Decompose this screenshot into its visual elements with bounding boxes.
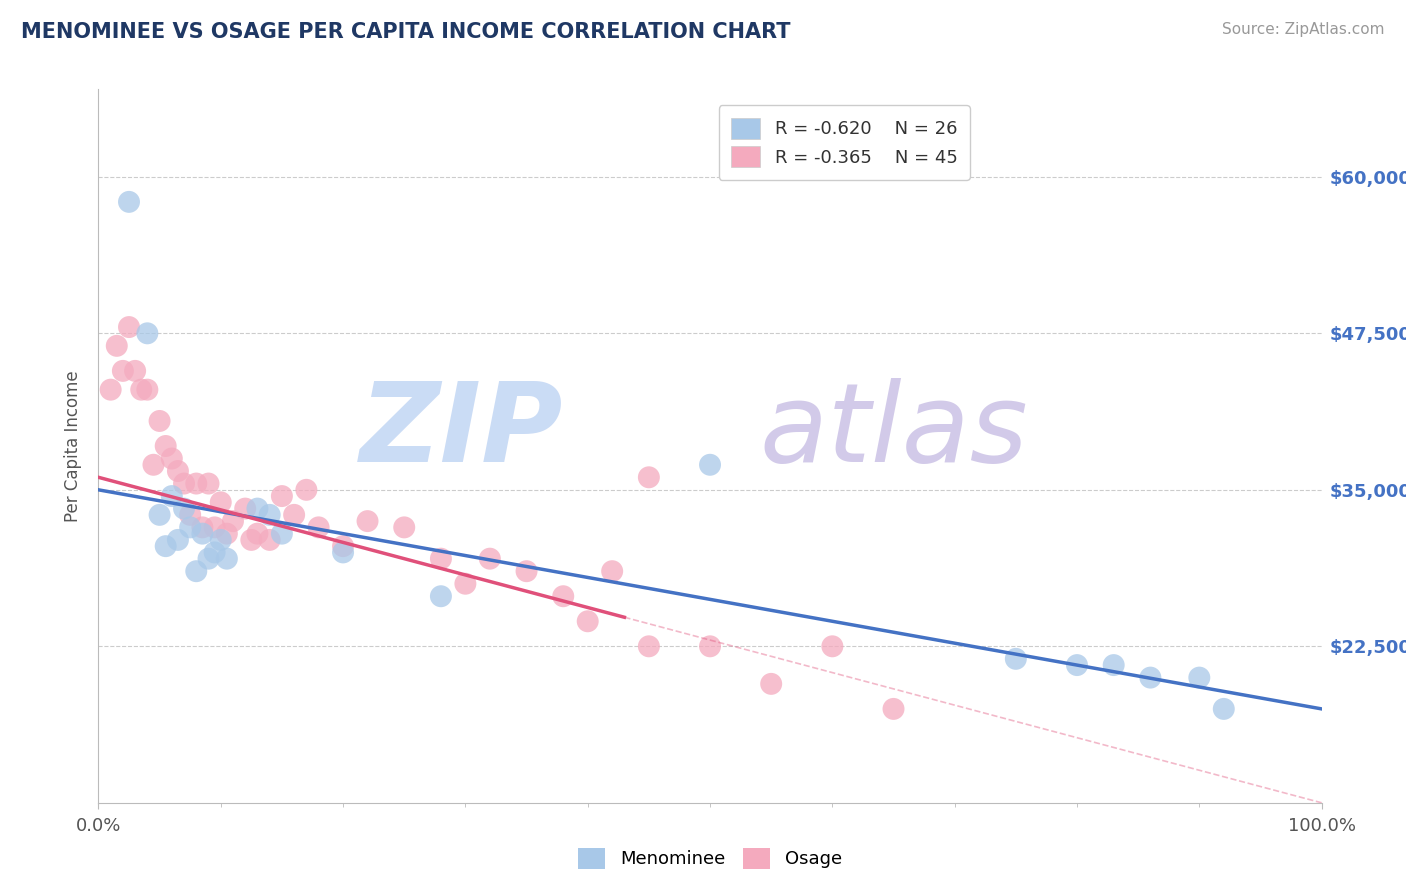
Point (136, 383, 159, 397)
Point (1066, 658, 1088, 673)
Text: atlas: atlas (759, 378, 1028, 485)
Point (197, 476, 219, 491)
Point (246, 501, 269, 516)
Point (430, 551, 453, 566)
Point (699, 458, 721, 472)
Point (215, 551, 238, 566)
Point (186, 476, 208, 491)
Point (883, 702, 905, 716)
Point (149, 414, 172, 428)
Point (118, 320, 141, 334)
Point (246, 526, 269, 541)
Point (270, 526, 294, 541)
Point (240, 533, 263, 547)
Point (1212, 702, 1234, 716)
Legend: Menominee, Osage: Menominee, Osage (571, 840, 849, 876)
Point (160, 489, 183, 503)
Point (215, 526, 238, 541)
Point (191, 526, 214, 541)
Point (259, 508, 281, 522)
Point (179, 520, 201, 534)
Y-axis label: Per Capita Income: Per Capita Income (65, 370, 83, 522)
Point (191, 520, 214, 534)
Point (233, 501, 256, 516)
Point (553, 589, 575, 603)
Point (1004, 652, 1026, 666)
Point (100, 383, 122, 397)
Point (222, 514, 245, 528)
Point (478, 551, 501, 566)
Point (209, 533, 232, 547)
Point (1102, 658, 1125, 673)
Point (454, 576, 477, 591)
Point (332, 539, 354, 553)
Point (155, 439, 177, 453)
Point (197, 551, 219, 566)
Point (129, 383, 152, 397)
Point (638, 640, 661, 654)
Point (155, 539, 177, 553)
Point (1188, 671, 1211, 685)
Point (1139, 671, 1161, 685)
Point (167, 464, 190, 478)
Point (179, 508, 201, 522)
Point (142, 458, 165, 472)
Point (283, 508, 305, 522)
Point (356, 514, 378, 528)
Point (332, 545, 354, 559)
Point (105, 339, 128, 353)
Point (124, 364, 146, 378)
Point (600, 564, 623, 578)
Point (761, 677, 783, 691)
Point (160, 451, 183, 466)
Point (149, 508, 172, 522)
Point (111, 364, 134, 378)
Point (295, 483, 318, 497)
Text: Source: ZipAtlas.com: Source: ZipAtlas.com (1222, 22, 1385, 37)
Point (308, 520, 330, 534)
Text: ZIP: ZIP (360, 378, 564, 485)
Point (209, 495, 232, 509)
Point (270, 489, 294, 503)
Point (136, 326, 159, 341)
Point (186, 564, 208, 578)
Point (173, 476, 195, 491)
Point (118, 194, 141, 209)
Point (515, 564, 537, 578)
Point (173, 501, 195, 516)
Point (699, 640, 721, 654)
Text: MENOMINEE VS OSAGE PER CAPITA INCOME CORRELATION CHART: MENOMINEE VS OSAGE PER CAPITA INCOME COR… (21, 22, 790, 42)
Point (204, 545, 226, 559)
Point (392, 520, 416, 534)
Point (576, 614, 599, 628)
Point (259, 533, 281, 547)
Point (204, 520, 226, 534)
Point (430, 589, 453, 603)
Point (638, 470, 661, 484)
Point (167, 533, 190, 547)
Point (821, 640, 844, 654)
